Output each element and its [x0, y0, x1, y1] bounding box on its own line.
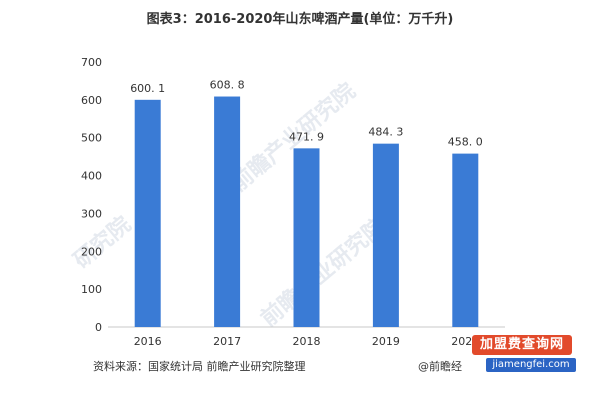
source-note: 资料来源：国家统计局 前瞻产业研究院整理 [93, 360, 306, 373]
x-tick-label: 2018 [293, 335, 321, 348]
bar-value-label: 484. 3 [368, 126, 403, 139]
bar-value-label: 608. 8 [210, 79, 245, 92]
bar-2020 [452, 153, 479, 327]
y-tick-label: 500 [81, 132, 102, 145]
y-tick-label: 700 [81, 56, 102, 69]
watermark-url: jiamengfei.com [486, 358, 576, 372]
bar-2017 [214, 96, 241, 327]
bar-value-label: 600. 1 [130, 82, 165, 95]
bars: 600. 1 608. 8 471. 9 484. 3 458. 0 [130, 79, 483, 328]
bar-2019 [372, 143, 399, 327]
credit-text: @前瞻经 [418, 360, 462, 373]
x-tick-label: 2019 [372, 335, 400, 348]
bar-value-label: 458. 0 [448, 136, 483, 149]
y-tick-label: 0 [95, 321, 102, 334]
bar-2018 [293, 148, 320, 327]
chart-title: 图表3：2016-2020年山东啤酒产量(单位：万千升) [146, 12, 454, 27]
y-tick-label: 100 [81, 283, 102, 296]
y-tick-label: 400 [81, 170, 102, 183]
bar-value-label: 471. 9 [289, 130, 324, 143]
y-tick-label: 600 [81, 94, 102, 107]
watermark-badge: 加盟费查询网 [472, 335, 572, 355]
y-tick-label: 200 [81, 245, 102, 258]
y-axis: 0 100 200 300 400 500 600 700 [81, 56, 102, 334]
x-tick-label: 2016 [134, 335, 162, 348]
x-tick-label: 2017 [213, 335, 241, 348]
y-tick-label: 300 [81, 207, 102, 220]
x-axis: 2016 2017 2018 2019 2020 [134, 335, 480, 348]
bar-2016 [134, 99, 161, 328]
